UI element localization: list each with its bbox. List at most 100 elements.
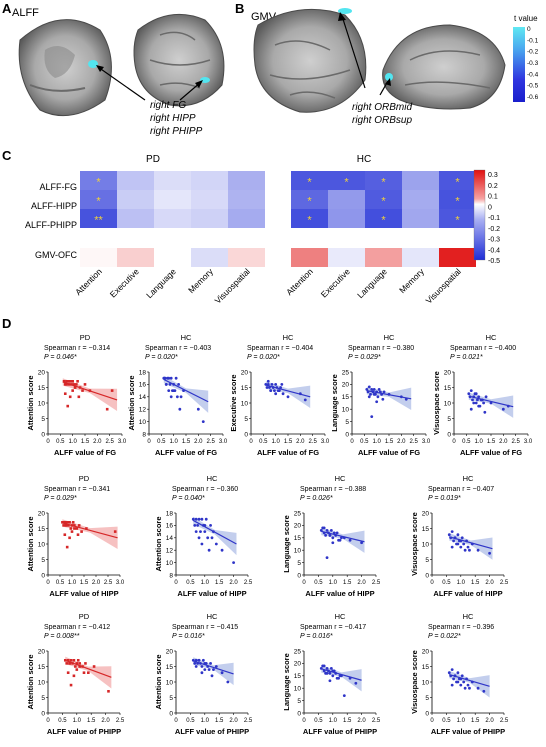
- data-point: [328, 533, 332, 537]
- y-tick-label: 10: [38, 400, 46, 407]
- data-point: [68, 662, 71, 665]
- significance-star: *: [381, 177, 386, 189]
- y-tick-label: 18: [166, 510, 174, 517]
- data-point: [75, 527, 79, 530]
- scatter-pvalue: P = 0.029*: [348, 354, 381, 361]
- data-point: [466, 683, 470, 687]
- x-tick-label: 0.5: [157, 439, 166, 445]
- x-tick-label: 2.5: [104, 580, 113, 586]
- scatter-stat: Spearman r = −0.380: [348, 345, 414, 352]
- y-tick-label: 5: [41, 557, 45, 564]
- heatmap-row-label: ALFF-FG: [40, 182, 78, 192]
- data-point: [209, 524, 212, 527]
- data-point: [467, 392, 471, 396]
- x-tick-label: 0.5: [186, 580, 195, 586]
- heatmap-cell: [117, 190, 154, 209]
- data-point: [456, 542, 460, 546]
- panel-a: A ALFF right FG right HIPP right PHIPP: [2, 1, 225, 137]
- correlation-tick-label: -0.1: [488, 215, 500, 222]
- heatmap-cell: [365, 190, 402, 209]
- x-tick-label: 2.5: [308, 439, 317, 445]
- data-point: [456, 533, 460, 537]
- heatmap-title-pd: PD: [146, 154, 160, 165]
- regression-line: [321, 530, 365, 543]
- tvalue-tick-label: -0.6: [527, 94, 539, 101]
- heatmap-column-label: Memory: [397, 266, 426, 295]
- panel-b: B GMV right ORBmid right ORBsup t value …: [235, 1, 539, 126]
- x-axis-title: ALFF value of PHIPP: [47, 727, 121, 736]
- data-point: [462, 680, 466, 684]
- data-point: [76, 659, 80, 662]
- data-point: [194, 517, 198, 521]
- heatmap-cell: [80, 171, 117, 190]
- data-point: [377, 387, 381, 391]
- y-tick-label: 0: [425, 710, 429, 717]
- x-tick-label: 0.5: [360, 439, 369, 445]
- data-point: [191, 517, 195, 521]
- x-axis-title: ALFF value of HIPP: [49, 589, 118, 598]
- correlation-tick-label: -0.3: [488, 237, 500, 244]
- heatmap-cell: [291, 209, 328, 228]
- x-tick-label: 1.5: [80, 580, 89, 586]
- heatmap-cell: [439, 248, 476, 267]
- x-tick-label: 3.0: [219, 439, 228, 445]
- data-point: [71, 521, 75, 524]
- data-point: [72, 674, 76, 678]
- scatter-plot: HC Spearman r = −0.388 P = 0.026* 0 5 10 15 20 2…: [282, 474, 381, 598]
- data-point: [113, 530, 117, 533]
- data-point: [450, 545, 454, 549]
- scatter-plot: HC Spearman r = −0.400 P = 0.021* 0 5 10 15 20 0…: [432, 333, 533, 457]
- y-tick-label: 15: [342, 394, 350, 401]
- data-point: [269, 389, 273, 392]
- data-point: [63, 521, 67, 524]
- data-point: [200, 671, 204, 675]
- x-tick-label: 0: [249, 439, 253, 445]
- y-axis-title: Visuospace score: [410, 512, 419, 576]
- data-point: [329, 528, 333, 532]
- y-tick-label: 20: [294, 661, 302, 668]
- y-tick-label: 20: [444, 369, 452, 376]
- data-point: [476, 398, 479, 402]
- data-point: [72, 659, 76, 662]
- data-point: [332, 531, 336, 535]
- x-tick-label: 3.0: [321, 439, 330, 445]
- significance-star: **: [94, 215, 103, 227]
- data-point: [472, 401, 476, 405]
- heatmap-cell: [117, 171, 154, 190]
- region-label: right PHIPP: [150, 126, 203, 137]
- data-point: [381, 397, 385, 401]
- data-point: [196, 407, 200, 411]
- data-point: [273, 389, 276, 392]
- data-point: [67, 524, 70, 527]
- significance-star: *: [96, 177, 101, 189]
- y-tick-label: 20: [38, 648, 46, 655]
- x-tick-label: 1.0: [271, 439, 280, 445]
- x-tick-label: 1.0: [457, 718, 466, 724]
- y-tick-label: 10: [444, 400, 452, 407]
- regression-line: [321, 668, 362, 681]
- confidence-band: [193, 516, 237, 556]
- x-axis-title: ALFF value of FG: [54, 448, 116, 457]
- regression-line: [193, 660, 234, 675]
- heatmap-column-label: Executive: [108, 266, 141, 299]
- x-axis-title: ALFF value of PHIPP: [303, 727, 377, 736]
- data-point: [369, 392, 372, 396]
- y-tick-label: 16: [166, 523, 174, 530]
- data-point: [199, 530, 202, 533]
- data-point: [65, 545, 69, 549]
- scatter-pvalue: P = 0.046*: [44, 354, 77, 361]
- data-point: [73, 524, 76, 527]
- y-tick-label: 15: [422, 526, 430, 533]
- data-point: [64, 524, 68, 527]
- y-tick-label: 10: [342, 407, 350, 414]
- y-tick-label: 10: [422, 541, 430, 548]
- data-point: [70, 530, 74, 533]
- data-point: [81, 389, 84, 392]
- x-tick-label: 2.0: [485, 718, 494, 724]
- scatter-stat: Spearman r = −0.341: [44, 486, 110, 493]
- data-point: [226, 680, 230, 684]
- data-point: [274, 392, 278, 396]
- y-tick-label: 5: [345, 419, 349, 426]
- regression-line: [366, 390, 412, 400]
- x-tick-label: 1.5: [284, 439, 293, 445]
